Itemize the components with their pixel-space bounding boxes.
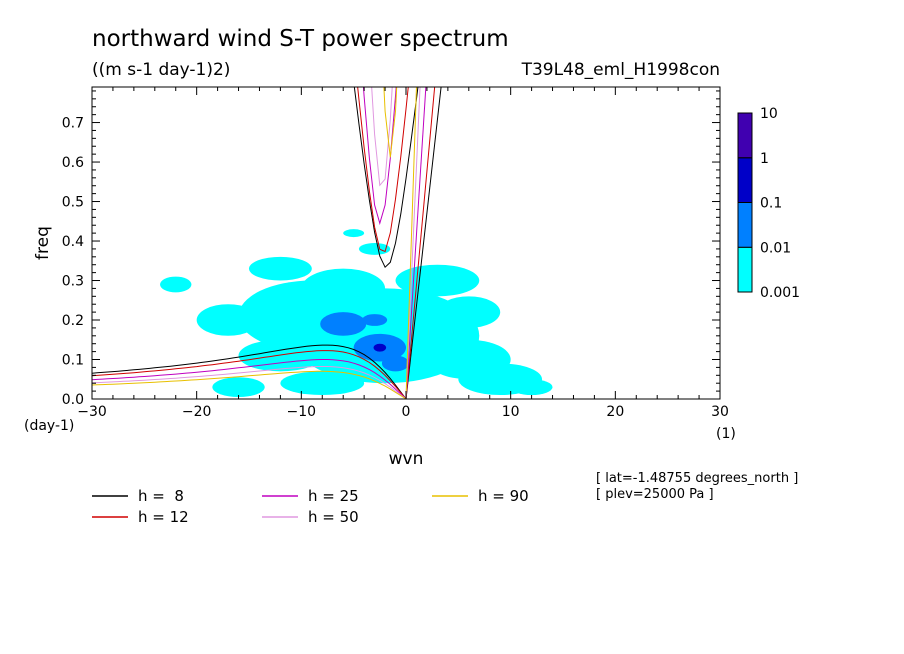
gravity-curve-h8 [353, 87, 419, 269]
colorbar-label-3: 1 [760, 151, 769, 167]
power-patch-14 [160, 276, 192, 293]
colorbar: 0.001 0.01 0.1 1 10 [737, 106, 800, 301]
run-label: T39L48_eml_H1998con [521, 60, 720, 80]
y-tick-label-0: 0.0 [62, 392, 84, 408]
annotation-plev: [ plev=25000 Pa ] [596, 487, 714, 502]
power-patch-8 [510, 379, 553, 396]
colorbar-label-1: 0.01 [760, 240, 791, 256]
legend: h = 8 h = 12 h = 25 h = 50 h = 90 [92, 487, 529, 526]
power-patch-9 [238, 339, 323, 372]
power-patch-4 [301, 268, 386, 309]
x-tick-label-0: −30 [77, 404, 107, 420]
annotation-lat: [ lat=-1.48755 degrees_north ] [596, 471, 798, 486]
power-patch-15 [343, 229, 365, 238]
rossby-curve-h8 [92, 344, 407, 399]
y-unit-label: (day-1) [24, 418, 74, 434]
power-patch-18 [381, 355, 410, 372]
colorbar-swatch-3 [737, 112, 753, 159]
legend-label-h50: h = 50 [308, 508, 359, 526]
legend-label-h8: h = 8 [138, 487, 184, 505]
x-tick-label-3: 0 [402, 404, 411, 420]
rossby-curve-h12 [92, 350, 407, 399]
x-tick-label-2: −10 [287, 404, 317, 420]
power-patch-16 [320, 312, 367, 336]
chart-subtitle: ((m s-1 day-1)2) [92, 60, 230, 80]
power-patch-3 [249, 256, 312, 281]
colorbar-swatch-1 [737, 202, 753, 248]
power-shading [160, 229, 553, 398]
y-tick-label-4: 0.4 [62, 234, 84, 250]
power-patch-20 [373, 343, 387, 352]
power-patch-19 [362, 314, 388, 326]
power-patch-12 [358, 243, 391, 255]
power-patch-11 [280, 371, 365, 396]
y-tick-label-7: 0.7 [62, 116, 84, 132]
y-axis-title: freq [33, 226, 53, 260]
rossby-curve-h25 [92, 359, 407, 399]
colorbar-label-2: 0.1 [760, 196, 782, 212]
y-tick-label-6: 0.6 [62, 155, 84, 171]
x-tick-label-1: −20 [182, 404, 212, 420]
axes: −30 −20 −10 0 10 20 30 0.0 0.1 0.2 0.3 0.4 0.5 0.6 0.7 [62, 87, 729, 420]
gravity-curve-h12 [357, 87, 409, 253]
y-tick-label-1: 0.1 [62, 353, 84, 369]
colorbar-label-4: 10 [760, 106, 778, 122]
x-tick-label-6: 30 [711, 404, 729, 420]
y-tick-label-3: 0.3 [62, 274, 84, 290]
rossby-curve-h50 [92, 366, 407, 399]
legend-label-h25: h = 25 [308, 487, 359, 505]
power-patch-10 [212, 377, 265, 398]
power-patch-2 [196, 304, 260, 336]
x-unit-label: (1) [716, 426, 736, 442]
y-tick-label-5: 0.5 [62, 195, 84, 211]
chart-title: northward wind S-T power spectrum [92, 26, 509, 52]
y-tick-label-2: 0.2 [62, 313, 84, 329]
power-patch-5 [395, 264, 480, 297]
rossby-curve-h90 [92, 370, 407, 399]
legend-label-h12: h = 12 [138, 508, 189, 526]
legend-label-h90: h = 90 [478, 487, 529, 505]
x-axis-title: wvn [389, 449, 424, 469]
x-tick-label-4: 10 [502, 404, 520, 420]
colorbar-swatch-0 [737, 246, 753, 293]
colorbar-swatch-2 [737, 157, 753, 203]
dispersion-curves [92, 87, 442, 399]
x-tick-label-5: 20 [606, 404, 624, 420]
colorbar-label-0: 0.001 [760, 285, 800, 301]
power-patch-13 [437, 296, 501, 328]
